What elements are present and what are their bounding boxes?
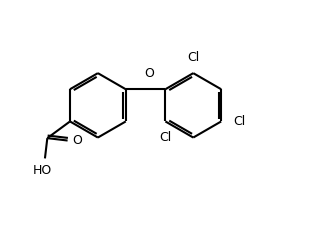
Text: Cl: Cl xyxy=(233,115,245,128)
Text: O: O xyxy=(72,134,82,147)
Text: HO: HO xyxy=(33,164,52,177)
Text: Cl: Cl xyxy=(159,131,171,144)
Text: Cl: Cl xyxy=(187,51,199,64)
Text: O: O xyxy=(145,67,154,80)
